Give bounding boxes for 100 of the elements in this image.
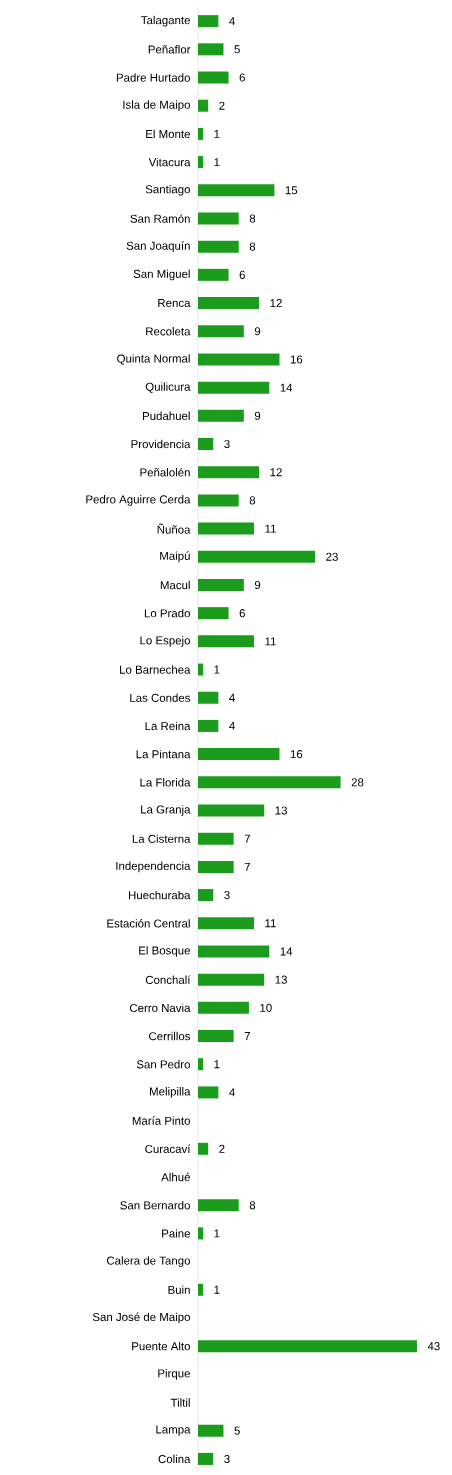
y-tick-label: Estación Central [107, 919, 190, 928]
y-tick-label: Colina [158, 1454, 191, 1464]
bar [198, 917, 255, 930]
y-tick-label: Calera de Tango [106, 1256, 190, 1267]
data-label: 4 [229, 721, 235, 730]
y-tick-label: Las Condes [130, 693, 191, 702]
data-label: 11 [265, 637, 276, 646]
y-tick-label: La Cisterna [132, 834, 191, 843]
y-tick-label: Puente Alto [132, 1341, 190, 1351]
bar [198, 381, 270, 394]
bar [198, 832, 234, 845]
data-label: 13 [275, 975, 287, 984]
y-tick-label: Lo Prado [144, 608, 190, 618]
bar [198, 268, 229, 281]
data-label: 16 [290, 355, 303, 364]
bar [198, 212, 239, 225]
data-label: 6 [239, 609, 245, 618]
bar [198, 776, 341, 789]
bar [198, 1452, 214, 1465]
y-tick-label: Peñaflor [148, 45, 191, 54]
bar [198, 748, 280, 761]
bar [198, 578, 244, 591]
data-label: 7 [244, 1032, 250, 1040]
y-tick-label: San Miguel [133, 269, 190, 281]
data-label: 14 [280, 947, 293, 956]
y-tick-label: La Florida [140, 778, 191, 787]
data-label: 1 [214, 1060, 220, 1069]
y-tick-label: Quinta Normal [117, 354, 190, 365]
data-label: 5 [234, 1426, 240, 1435]
bar [198, 127, 204, 140]
bar [198, 804, 265, 817]
y-tick-label: San Bernardo [120, 1200, 190, 1210]
data-label: 43 [427, 1342, 440, 1351]
data-label: 28 [351, 778, 364, 787]
data-label: 1 [214, 158, 220, 167]
data-label: 1 [214, 1229, 220, 1238]
data-label: 1 [214, 129, 220, 138]
data-label: 13 [275, 806, 287, 815]
y-tick-label: María Pinto [132, 1116, 190, 1125]
bar [198, 522, 255, 535]
bar [198, 438, 214, 451]
data-label: 8 [249, 214, 256, 223]
y-tick-label: Tiltil [170, 1398, 190, 1407]
bar [198, 297, 260, 310]
data-label: 14 [280, 383, 293, 392]
bar [198, 1340, 417, 1353]
data-label: 9 [254, 327, 261, 336]
bar [198, 1058, 204, 1071]
bar [198, 494, 239, 507]
bar [198, 353, 280, 366]
data-label: 3 [224, 439, 230, 449]
y-tick-label: Curacaví [145, 1144, 191, 1154]
bar [198, 719, 219, 732]
bar [198, 691, 219, 704]
bar [198, 1030, 234, 1043]
y-tick-label: Quilicura [145, 382, 191, 393]
y-tick-label: San José de Maipo [92, 1312, 190, 1324]
y-tick-label: Cerrillos [149, 1031, 191, 1041]
y-tick-label: Conchalí [145, 975, 191, 984]
bar [198, 1424, 224, 1437]
data-label: 4 [229, 1088, 235, 1097]
data-label: 5 [234, 45, 240, 54]
y-tick-label: San Joaquín [126, 241, 190, 253]
data-label: 15 [285, 186, 298, 195]
bar [198, 1227, 204, 1240]
bar [198, 240, 239, 253]
bar [198, 1086, 219, 1099]
bar [198, 635, 255, 648]
y-tick-label: Ñuñoa [157, 523, 191, 534]
y-tick-label: La Pintana [136, 749, 191, 759]
data-label: 4 [229, 693, 235, 702]
y-tick-label: Macul [160, 580, 190, 590]
data-label: 1 [214, 665, 220, 674]
y-tick-label: Paine [162, 1229, 190, 1238]
data-label: 3 [224, 1454, 230, 1463]
bar [198, 409, 244, 422]
data-label: 6 [239, 73, 245, 82]
data-label: 2 [219, 101, 225, 110]
bar [198, 663, 204, 676]
y-tick-label: Padre Hurtado [116, 73, 190, 82]
bar [198, 1199, 239, 1212]
data-label: 23 [326, 552, 338, 561]
y-tick-label: La Granja [141, 805, 191, 816]
bar [198, 15, 219, 28]
data-label: 4 [229, 17, 235, 26]
data-label: 11 [265, 524, 276, 533]
bar [198, 1001, 249, 1014]
y-tick-label: Lo Espejo [140, 636, 190, 647]
bar [198, 466, 260, 479]
bar [198, 1283, 204, 1296]
y-tick-label: San Ramón [130, 214, 190, 223]
data-label: 2 [219, 1144, 225, 1153]
y-tick-label: El Bosque [139, 946, 190, 957]
data-label: 7 [244, 862, 250, 871]
data-label: 8 [249, 496, 256, 505]
bar [198, 99, 209, 112]
y-tick-label: Recoleta [146, 327, 191, 336]
y-tick-label: Isla de Maipo [123, 100, 190, 112]
y-tick-label: Pirque [158, 1369, 190, 1380]
data-label: 12 [270, 299, 282, 308]
